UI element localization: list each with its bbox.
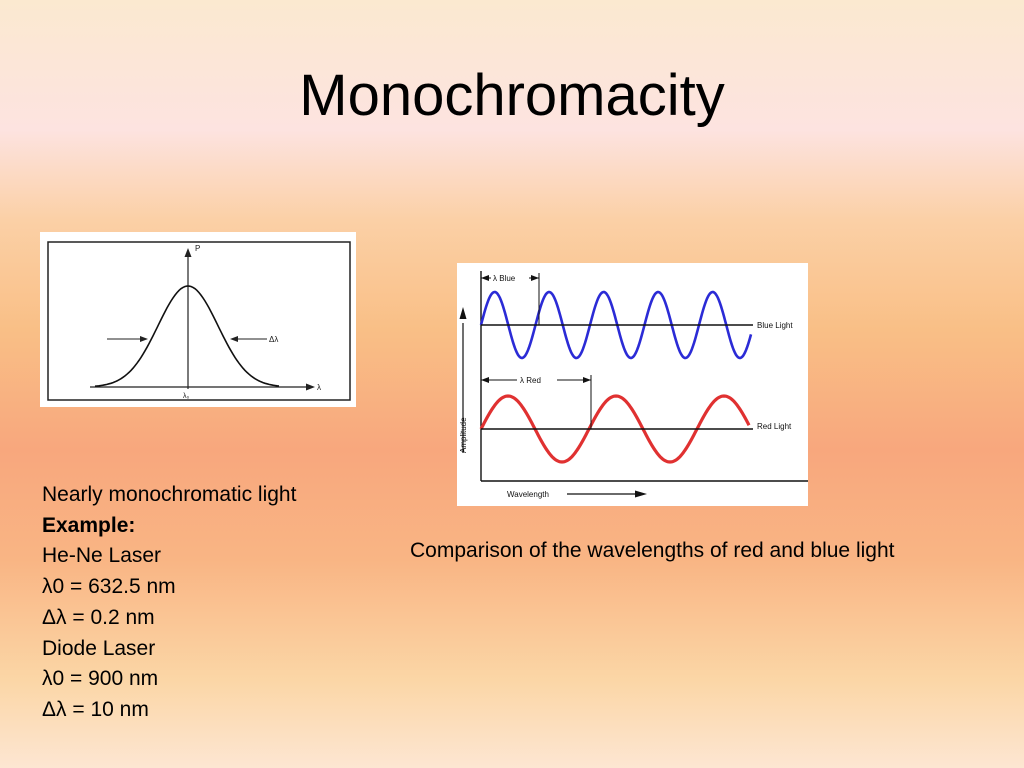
width-label: Δλ bbox=[269, 335, 278, 344]
diode-laser-line: Diode Laser bbox=[42, 636, 156, 660]
example-heading: Example: bbox=[42, 513, 136, 537]
figure-caption: Comparison of the wavelengths of red and… bbox=[410, 539, 895, 562]
wavelength-axis-arrow bbox=[635, 490, 647, 498]
center-wavelength-label: λ₀ bbox=[183, 393, 190, 400]
blue-label-bg bbox=[491, 272, 529, 283]
width-arrowhead-left bbox=[140, 336, 148, 342]
figure-frame bbox=[47, 241, 351, 401]
red-wavelength-label: λ Red bbox=[520, 376, 541, 385]
spectral-line-figure: P λ Δλ λ₀ bbox=[40, 232, 356, 407]
amplitude-axis-arrow bbox=[459, 307, 467, 319]
laser-examples-text: Nearly monochromatic light Example: He-N… bbox=[42, 480, 296, 726]
hene-laser-line: He-Ne Laser bbox=[42, 544, 162, 568]
red-light-wave bbox=[479, 394, 751, 464]
red-bracket-arrow-right bbox=[583, 377, 591, 383]
x-axis-label: λ bbox=[317, 383, 321, 392]
wavelength-comparison-diagram: Amplitude Wavelength Blue Light λ Blue R… bbox=[459, 271, 808, 499]
hene-center-wavelength: λ0 = 632.5 nm bbox=[42, 575, 176, 599]
diode-linewidth: Δλ = 10 nm bbox=[42, 697, 149, 721]
diode-center-wavelength: λ0 = 900 nm bbox=[42, 667, 159, 691]
slide-title: Monochromacity bbox=[299, 63, 725, 128]
intro-line: Nearly monochromatic light bbox=[42, 483, 297, 506]
red-label-bg bbox=[517, 374, 557, 385]
blue-wavelength-label: λ Blue bbox=[493, 274, 516, 283]
red-bracket-arrow-left bbox=[481, 377, 489, 383]
blue-bracket-arrow-right bbox=[531, 275, 539, 281]
wavelength-axis-label: Wavelength bbox=[507, 490, 549, 499]
blue-light-label: Blue Light bbox=[757, 321, 793, 330]
y-axis-arrow bbox=[184, 248, 192, 257]
y-axis-label: P bbox=[195, 244, 200, 253]
x-axis-arrow bbox=[306, 383, 315, 391]
wavelength-comparison-figure: Amplitude Wavelength Blue Light λ Blue R… bbox=[457, 263, 808, 506]
amplitude-axis-label: Amplitude bbox=[459, 417, 468, 453]
blue-bracket-arrow-left bbox=[481, 275, 489, 281]
hene-linewidth: Δλ = 0.2 nm bbox=[42, 605, 155, 629]
blue-light-wave bbox=[479, 290, 753, 360]
spectral-line-diagram: P λ Δλ λ₀ bbox=[47, 241, 351, 401]
red-light-label: Red Light bbox=[757, 422, 792, 431]
width-arrowhead-right bbox=[230, 336, 238, 342]
gaussian-curve bbox=[94, 285, 280, 387]
